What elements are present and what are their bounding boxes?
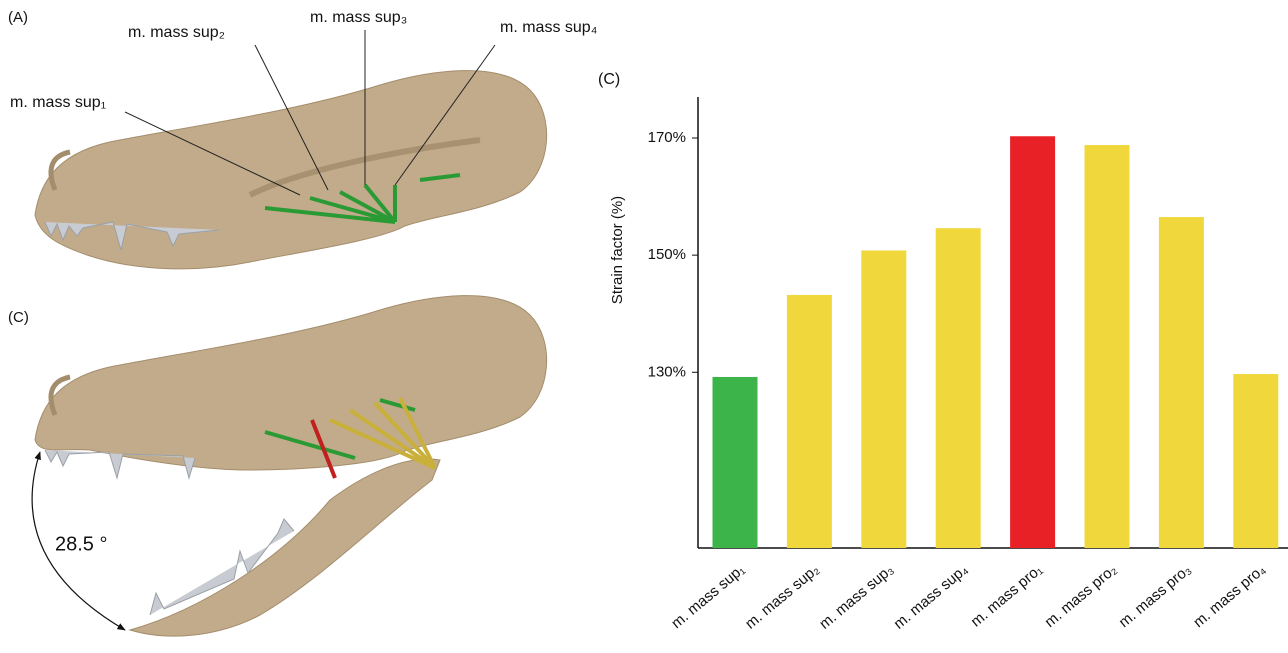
annotation: m. mass sup₂ (128, 24, 225, 41)
x-tick-label: m. mass pro₃ (1116, 561, 1195, 631)
bar (1010, 136, 1056, 548)
x-tick-label: m. mass sup₃ (816, 561, 897, 633)
x-tick-label: m. mass pro₄ (1190, 561, 1269, 631)
bar (1158, 217, 1204, 549)
x-tick-label: m. mass sup₄ (891, 561, 972, 633)
bar (1233, 374, 1279, 548)
bar (786, 294, 832, 548)
bar (935, 228, 981, 548)
bar (712, 376, 758, 548)
angle-label: 28.5 ° (55, 533, 107, 555)
annotation: m. mass sup₃ (310, 9, 407, 26)
x-tick-label: m. mass pro₂ (1042, 561, 1121, 631)
bar (1084, 145, 1130, 548)
y-tick-label: 170% (648, 129, 686, 146)
panel-label: (A) (8, 9, 28, 26)
skull-a (34, 30, 548, 270)
panel-label: (C) (8, 309, 29, 326)
y-axis-label: Strain factor (%) (609, 196, 626, 304)
annotation: m. mass sup₄ (500, 19, 597, 36)
y-tick-label: 130% (648, 363, 686, 380)
x-tick-label: m. mass pro₁ (968, 561, 1046, 630)
y-tick-label: 150% (648, 246, 686, 263)
x-tick-label: m. mass sup₂ (742, 561, 823, 633)
annotation: m. mass sup₁ (10, 94, 106, 111)
panel-label: (C) (598, 71, 620, 88)
skull-c (31, 295, 548, 637)
x-tick-label: m. mass sup₁ (668, 561, 748, 632)
bar (861, 250, 907, 548)
